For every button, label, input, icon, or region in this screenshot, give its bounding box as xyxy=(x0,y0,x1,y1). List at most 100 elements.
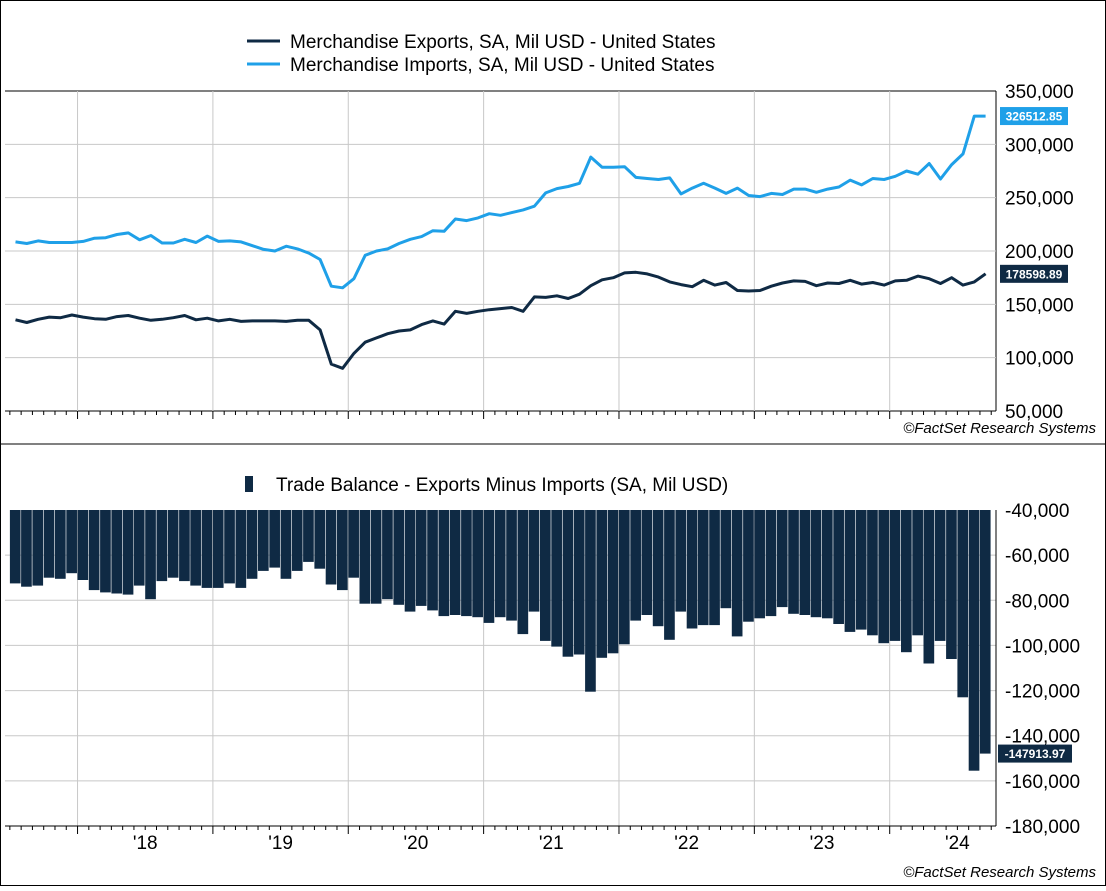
trade-balance-bar xyxy=(664,510,675,640)
trade-balance-bar xyxy=(901,510,912,653)
trade-balance-bar xyxy=(111,510,123,594)
trade-balance-bar xyxy=(889,510,901,641)
top-gridlines xyxy=(5,91,996,411)
trade-balance-bar xyxy=(709,510,720,626)
bottom-legend: Trade Balance - Exports Minus Imports (S… xyxy=(245,475,728,496)
trade-balance-bar xyxy=(179,510,190,582)
bottom-y-tick-label: -80,000 xyxy=(1005,591,1069,612)
trade-balance-bar xyxy=(66,510,77,574)
trade-balance-bar xyxy=(923,510,935,664)
trade-balance-bar xyxy=(517,510,529,635)
bottom-end-labels: -147913.97 xyxy=(998,744,1072,763)
trade-balance-bar xyxy=(844,510,856,632)
trade-balance-bar xyxy=(810,510,822,618)
trade-balance-bar xyxy=(122,510,134,595)
top-end-labels: 178598.89 326512.85 xyxy=(1000,107,1068,283)
trade-balance-bar xyxy=(314,510,326,569)
top-source-note: ©FactSet Research Systems xyxy=(903,420,1096,437)
trade-balance-bar xyxy=(799,510,811,615)
trade-balance-bar xyxy=(934,510,946,641)
bottom-x-tick-label: '20 xyxy=(404,833,429,854)
bottom-x-tick-label: '23 xyxy=(810,833,835,854)
trade-balance-bar xyxy=(246,510,258,579)
trade-balance-bar xyxy=(540,510,551,641)
top-line-panel: 50,000 100,000 150,000 200,000 250,000 300,00… xyxy=(5,82,1096,437)
trade-balance-bar xyxy=(258,510,269,571)
top-y-tick-labels: 50,000 100,000 150,000 200,000 250,000 300,00… xyxy=(1005,82,1074,423)
trade-balance-bar xyxy=(607,510,619,654)
trade-balance-bar xyxy=(438,510,450,617)
bottom-y-tick-label: -120,000 xyxy=(1005,682,1080,703)
exports-end-label: 178598.89 xyxy=(1006,267,1063,281)
trade-balance-bar xyxy=(88,510,100,591)
trade-balance-bar xyxy=(55,510,66,579)
trade-balance-bar xyxy=(686,510,698,629)
trade-balance-bar xyxy=(393,510,405,605)
trade-balance-bar xyxy=(145,510,156,600)
trade-balance-bar xyxy=(190,510,201,586)
trade-balance-bar xyxy=(697,510,709,626)
trade-balance-bar xyxy=(979,510,991,754)
exports-end-label-box xyxy=(1000,264,1068,283)
trade-balance-bar xyxy=(212,510,224,588)
trade-balance-bar xyxy=(32,510,44,586)
trade-balance-bar xyxy=(957,510,969,698)
bottom-source-note: ©FactSet Research Systems xyxy=(903,864,1096,881)
trade-balance-bar xyxy=(370,510,382,604)
bottom-x-tick-label: '19 xyxy=(268,833,293,854)
trade-balance-bar xyxy=(720,510,732,609)
trade-balance-bar xyxy=(630,510,641,621)
bottom-bars xyxy=(9,510,991,771)
trade-balance-bar xyxy=(833,510,844,624)
trade-balance-bar xyxy=(415,510,427,606)
trade-balance-bar xyxy=(21,510,32,587)
trade-balance-bar xyxy=(528,510,540,612)
trade-balance-bar xyxy=(77,510,89,580)
bottom-bar-panel: -180,000 -160,000 -140,000 -120,000 -100,000… xyxy=(5,501,1096,881)
trade-balance-bar xyxy=(788,510,799,614)
trade-balance-bar xyxy=(167,510,179,578)
bottom-y-tick-label: -140,000 xyxy=(1005,727,1080,748)
trade-balance-bar xyxy=(968,510,980,771)
bottom-y-tick-labels: -180,000 -160,000 -140,000 -120,000 -100,000… xyxy=(1005,501,1080,838)
bottom-x-tick-label: '21 xyxy=(539,833,564,854)
legend-swatch-balance xyxy=(245,476,253,492)
trade-balance-bar xyxy=(754,510,765,619)
trade-balance-bar xyxy=(585,510,596,692)
bottom-y-tick-label: -40,000 xyxy=(1005,501,1069,522)
trade-balance-bar xyxy=(652,510,664,627)
bottom-x-ticks xyxy=(9,826,992,834)
trade-balance-bar xyxy=(348,510,359,578)
top-y-tick-label: 50,000 xyxy=(1005,402,1063,423)
legend-label-imports: Merchandise Imports, SA, Mil USD - Unite… xyxy=(290,55,714,76)
trade-balance-bar xyxy=(619,510,630,645)
trade-balance-bar xyxy=(562,510,574,657)
balance-end-label-box xyxy=(998,744,1072,763)
top-y-tick-label: 350,000 xyxy=(1005,82,1074,103)
top-legend: Merchandise Exports, SA, Mil USD - Unite… xyxy=(247,32,716,76)
top-y-tick-label: 250,000 xyxy=(1005,189,1074,210)
trade-balance-bar xyxy=(156,510,168,582)
trade-balance-bar xyxy=(472,510,483,618)
trade-balance-bar xyxy=(731,510,743,637)
trade-balance-bar xyxy=(133,510,145,586)
trade-balance-bar xyxy=(224,510,235,584)
trade-balance-bar xyxy=(946,510,957,659)
legend-label-exports: Merchandise Exports, SA, Mil USD - Unite… xyxy=(290,32,716,53)
trade-balance-bar xyxy=(867,510,878,636)
trade-balance-bar xyxy=(878,510,890,644)
exports-line xyxy=(15,270,987,370)
imports-end-label: 326512.85 xyxy=(1006,110,1063,124)
trade-balance-bar xyxy=(573,510,585,655)
trade-balance-bar xyxy=(776,510,788,608)
trade-balance-bar xyxy=(337,510,348,591)
imports-end-label-box xyxy=(1000,107,1068,126)
trade-balance-bar xyxy=(506,510,517,621)
trade-balance-bar xyxy=(280,510,292,579)
trade-balance-bar xyxy=(641,510,653,615)
top-y-tick-label: 200,000 xyxy=(1005,242,1074,263)
trade-balance-bar xyxy=(551,510,562,647)
